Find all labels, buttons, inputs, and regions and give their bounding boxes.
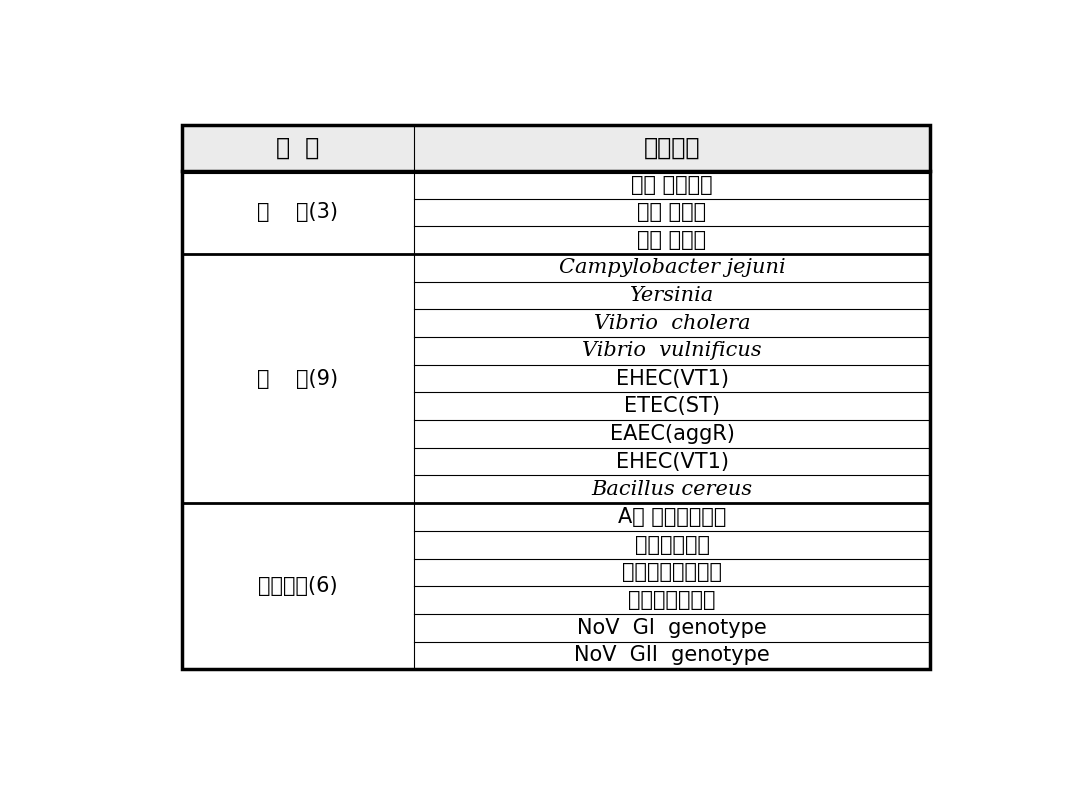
Text: NoV  GI  genotype: NoV GI genotype [577,618,767,637]
Bar [413,171,930,199]
Text: Vibrio  vulnificus: Vibrio vulnificus [583,341,762,360]
Text: 아스트로바이러스: 아스트로바이러스 [622,562,722,582]
Text: ETEC(ST): ETEC(ST) [624,396,720,417]
Bar [413,337,930,365]
Bar [182,503,413,669]
Text: EHEC(VT1): EHEC(VT1) [615,369,728,388]
Bar [182,171,413,254]
Bar [413,531,930,559]
Bar [413,476,930,503]
Text: 아데노바이러스: 아데노바이러스 [628,590,716,610]
Text: 작은 와포자충: 작은 와포자충 [631,174,713,195]
Text: 구  분: 구 분 [277,136,319,160]
Bar [413,420,930,448]
Text: A형 간염바이러스: A형 간염바이러스 [617,507,726,527]
Bar [413,226,930,254]
Bar [413,503,930,531]
Text: 원    충(3): 원 충(3) [257,203,339,222]
Text: 세부목록: 세부목록 [643,136,700,160]
Bar [413,448,930,476]
Bar [413,641,930,669]
Text: Yersinia: Yersinia [630,286,714,305]
Bar [413,281,930,310]
Text: NoV  GII  genotype: NoV GII genotype [574,645,770,666]
Text: Vibrio  cholera: Vibrio cholera [593,314,751,332]
Bar [182,125,930,669]
Bar [413,586,930,614]
Text: Campylobacter jejuni: Campylobacter jejuni [559,259,786,277]
Bar [413,199,930,226]
Text: 바이러스(6): 바이러스(6) [258,576,337,597]
Bar [413,310,930,337]
Text: EAEC(aggR): EAEC(aggR) [610,424,735,444]
Bar [413,365,930,392]
Bar [413,392,930,420]
Text: 세    균(9): 세 균(9) [257,369,339,388]
Text: 럼블 편모충: 럼블 편모충 [638,203,706,222]
Text: 로타바이러스: 로타바이러스 [635,534,710,555]
Bar [413,614,930,641]
Text: 이질 아메바: 이질 아메바 [638,230,706,250]
Bar [413,254,930,281]
Text: Bacillus cereus: Bacillus cereus [591,479,753,499]
Bar [182,125,930,171]
Bar [413,559,930,586]
Bar [182,254,413,503]
Text: EHEC(VT1): EHEC(VT1) [615,452,728,472]
